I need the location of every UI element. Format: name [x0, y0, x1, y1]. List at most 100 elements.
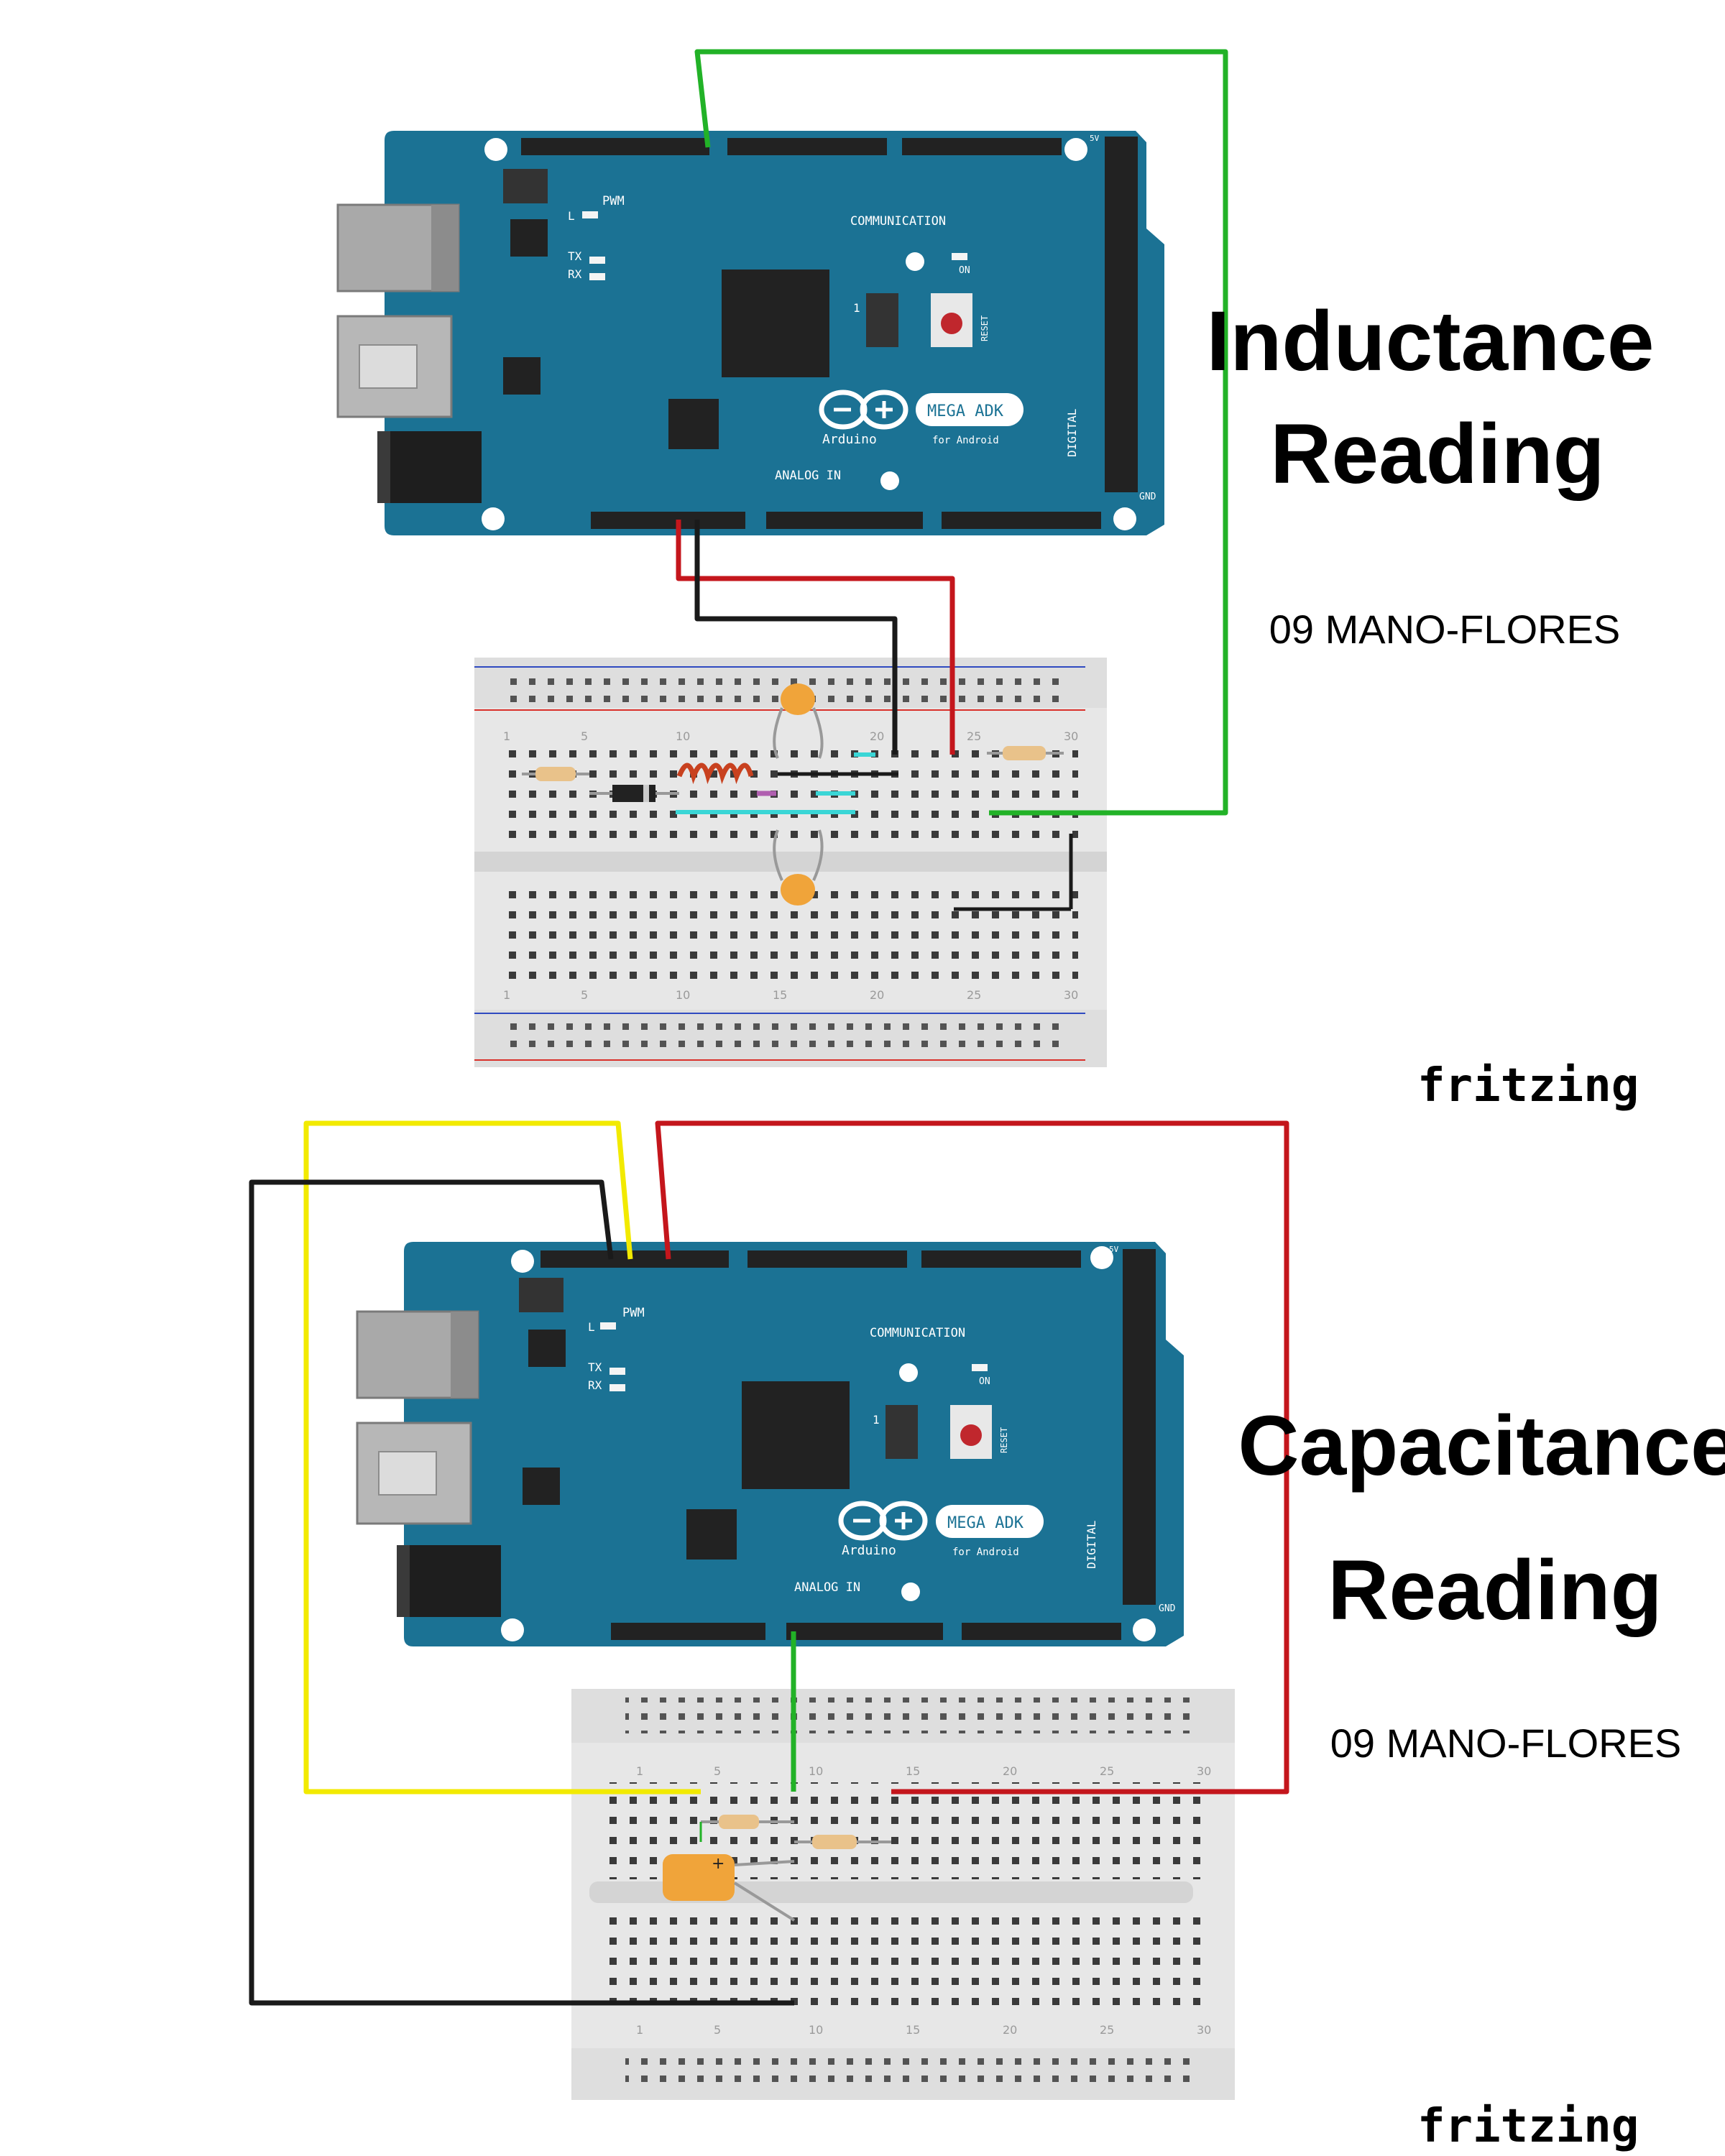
model-name: MEGA ADK [927, 402, 1004, 420]
resistor [535, 767, 576, 781]
gnd-label: GND [1139, 492, 1156, 502]
gnd-label: GND [1159, 1603, 1176, 1614]
digital-header-top-2 [748, 1250, 907, 1268]
icsp-one-label: 1 [873, 1413, 880, 1427]
mounting-hole [901, 1583, 920, 1601]
wire-green-pin8 [694, 49, 1228, 816]
digital-header-top-1 [540, 1250, 729, 1268]
mounting-hole [484, 138, 507, 161]
model-badge [936, 1505, 1044, 1538]
small-chip [528, 1330, 566, 1367]
pwm-label: PWM [602, 194, 625, 208]
diagram-title-line-2: Reading [1328, 1543, 1662, 1638]
column-number: 25 [967, 729, 981, 743]
mounting-hole [1133, 1618, 1156, 1641]
fritzing-logo: fritzing [1417, 1059, 1639, 1112]
analog-header-1 [786, 1623, 943, 1640]
wire-yellow [303, 1120, 701, 1795]
digital-header-top-3 [921, 1250, 1081, 1268]
column-number: 1 [636, 2023, 643, 2037]
column-number: 15 [906, 1764, 920, 1778]
usb-a-connector [336, 315, 453, 418]
rx-label: RX [588, 1378, 602, 1392]
5v-label: 5V [1109, 1245, 1119, 1254]
resistor [1003, 746, 1046, 760]
column-number: 5 [581, 729, 588, 743]
column-number: 10 [676, 729, 690, 743]
tx-led [589, 257, 605, 264]
small-chip [523, 1468, 560, 1505]
usb-host-chip [686, 1509, 737, 1560]
icsp-header [503, 169, 548, 203]
icsp-header-2 [886, 1405, 918, 1459]
on-led [952, 253, 967, 260]
arduino-mega-adk-board: PWM COMMUNICATION ANALOG IN DIGITAL ON R… [336, 131, 1164, 535]
column-number: 10 [809, 2023, 823, 2037]
small-chip [510, 219, 548, 257]
communication-label: COMMUNICATION [850, 214, 946, 229]
tx-led [610, 1368, 625, 1375]
icsp-header [519, 1278, 564, 1312]
reset-label: RESET [999, 1427, 1009, 1453]
wire-red [655, 1120, 1289, 1795]
digital-label: DIGITAL [1085, 1521, 1098, 1569]
breadboard: 1 5 10 20 25 30 1 5 10 15 20 25 30 [474, 658, 1107, 1067]
digital-label: DIGITAL [1065, 409, 1079, 457]
mounting-hole [880, 471, 899, 490]
l-led [582, 211, 598, 218]
digital-header-top-3 [902, 138, 1062, 155]
column-number: 15 [906, 2023, 920, 2037]
column-number: 20 [1003, 1764, 1017, 1778]
rx-led [610, 1384, 625, 1391]
arduino-wordmark: Arduino [822, 432, 877, 447]
diagram-title-line-1: Capacitance [1238, 1399, 1725, 1493]
reset-label: RESET [980, 315, 990, 341]
wire-red-5v [676, 520, 955, 755]
column-number: 1 [503, 988, 510, 1002]
column-number: 25 [1100, 1764, 1114, 1778]
column-number: 10 [809, 1764, 823, 1778]
column-number: 15 [773, 988, 787, 1002]
on-led [972, 1364, 988, 1371]
inductor-coil [676, 763, 754, 785]
main-microcontroller-chip [742, 1381, 850, 1489]
model-badge [916, 393, 1024, 426]
tantalum-capacitor [663, 1854, 735, 1901]
icsp-header-2 [866, 293, 898, 347]
communication-label: COMMUNICATION [870, 1326, 965, 1340]
diagram-title-line-2: Reading [1270, 407, 1605, 502]
arduino-wordmark: Arduino [842, 1543, 896, 1558]
column-number: 30 [1064, 988, 1078, 1002]
model-subtitle: for Android [932, 435, 999, 446]
digital-header-top-1 [521, 138, 709, 155]
capacitor-polarity-mark: + [712, 1855, 724, 1873]
arduino-logo: Arduino [838, 1501, 928, 1558]
mounting-hole [906, 252, 924, 271]
dc-power-jack [377, 431, 482, 503]
5v-label: 5V [1090, 134, 1100, 143]
arduino-logo: Arduino [819, 390, 908, 447]
analog-in-label: ANALOG IN [775, 469, 841, 483]
mounting-hole [1113, 507, 1136, 530]
ceramic-capacitor [781, 683, 815, 715]
column-number: 25 [1100, 2023, 1114, 2037]
pwm-label: PWM [622, 1306, 645, 1320]
power-header [611, 1623, 765, 1640]
main-microcontroller-chip [722, 270, 829, 377]
rx-led [589, 273, 605, 280]
analog-in-label: ANALOG IN [794, 1580, 860, 1595]
tx-label: TX [588, 1360, 602, 1374]
tx-label: TX [568, 249, 582, 263]
fritzing-logo: fritzing [1417, 2100, 1639, 2153]
resistor [719, 1815, 759, 1829]
ceramic-capacitor [781, 874, 815, 906]
digital-header-top-2 [727, 138, 887, 155]
mounting-hole [1064, 138, 1087, 161]
model-name: MEGA ADK [947, 1514, 1024, 1532]
wire-black-gnd [694, 520, 898, 755]
column-number: 25 [967, 988, 981, 1002]
mounting-hole [482, 507, 505, 530]
wire-black [249, 1179, 794, 2006]
digital-header-side [1105, 137, 1138, 492]
